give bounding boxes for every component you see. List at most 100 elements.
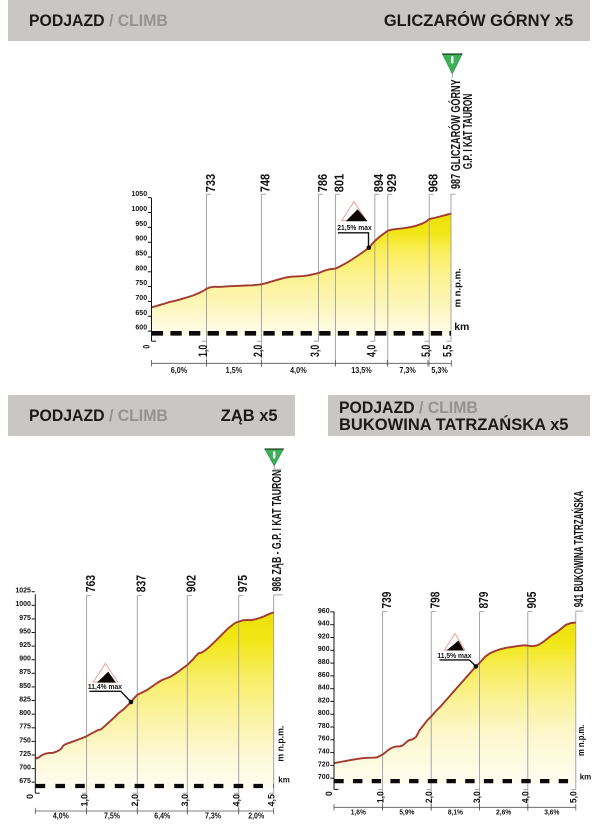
svg-text:1,0: 1,0 [79,794,89,807]
svg-text:975: 975 [19,615,31,622]
svg-text:8,1%: 8,1% [448,809,464,816]
svg-text:G.P. I KAT TAURON: G.P. I KAT TAURON [461,94,475,170]
svg-text:5,5: 5,5 [441,345,455,357]
svg-text:1,0: 1,0 [197,345,211,357]
svg-text:600: 600 [135,325,147,332]
svg-text:5,0: 5,0 [420,345,434,357]
svg-text:800: 800 [135,265,147,272]
svg-text:700: 700 [318,774,330,781]
svg-text:725: 725 [19,751,31,758]
svg-text:950: 950 [19,628,31,635]
svg-text:763: 763 [84,575,98,593]
svg-text:750: 750 [135,280,147,287]
svg-text:1050: 1050 [132,191,148,198]
svg-text:902: 902 [185,575,199,593]
svg-text:1,6%: 1,6% [351,809,367,816]
svg-text:900: 900 [135,236,147,243]
svg-text:4,0: 4,0 [231,794,241,807]
svg-text:4,0: 4,0 [520,791,531,803]
svg-text:4,0: 4,0 [365,345,379,357]
svg-text:5,9%: 5,9% [399,809,415,816]
svg-text:800: 800 [318,710,330,717]
svg-text:5,3%: 5,3% [431,366,448,375]
svg-text:4,5: 4,5 [266,794,276,807]
svg-text:740: 740 [318,749,330,756]
svg-text:700: 700 [19,765,31,772]
svg-text:760: 760 [318,736,330,743]
svg-text:905: 905 [525,591,539,608]
svg-text:m n.p.m.: m n.p.m. [575,725,586,756]
svg-text:860: 860 [318,672,330,679]
svg-text:3,0: 3,0 [472,791,483,803]
svg-text:700: 700 [135,295,147,302]
svg-text:820: 820 [318,697,330,704]
svg-text:2,6%: 2,6% [496,809,512,816]
svg-text:5,0: 5,0 [568,791,579,803]
svg-text:1,5%: 1,5% [226,366,243,375]
svg-text:km: km [580,773,592,782]
svg-text:3,0: 3,0 [309,345,323,357]
svg-text:733: 733 [203,174,218,193]
svg-text:800: 800 [19,710,31,717]
svg-text:2,0: 2,0 [423,791,434,803]
svg-text:2,0: 2,0 [252,345,266,357]
svg-text:987 GLICZARÓW GÓRNY: 987 GLICZARÓW GÓRNY [448,79,463,189]
svg-text:km: km [454,321,469,333]
svg-text:879: 879 [477,591,491,608]
svg-text:7,3%: 7,3% [205,811,221,820]
svg-text:m n.p.m.: m n.p.m. [452,268,463,307]
svg-text:900: 900 [318,646,330,653]
svg-text:750: 750 [19,737,31,744]
svg-text:975: 975 [236,575,250,593]
svg-text:7,3%: 7,3% [399,366,416,375]
svg-text:801: 801 [332,174,347,193]
svg-text:900: 900 [19,656,31,663]
svg-text:850: 850 [19,683,31,690]
svg-text:929: 929 [384,174,399,193]
svg-text:880: 880 [318,659,330,666]
svg-text:0: 0 [140,344,151,348]
svg-text:780: 780 [318,723,330,730]
svg-text:0: 0 [25,794,35,799]
svg-text:920: 920 [318,633,330,640]
svg-text:1000: 1000 [132,206,148,213]
svg-text:840: 840 [318,685,330,692]
svg-text:798: 798 [428,591,442,608]
svg-text:m n.p.m.: m n.p.m. [275,726,285,762]
svg-text:1,0: 1,0 [375,791,386,803]
svg-text:960: 960 [318,608,330,615]
svg-text:786: 786 [315,174,330,193]
svg-text:2,0: 2,0 [130,794,140,807]
svg-text:1000: 1000 [15,601,31,608]
svg-text:825: 825 [19,696,31,703]
svg-text:968: 968 [426,174,441,193]
svg-text:11,4% max: 11,4% max [88,683,122,691]
svg-text:21,5% max: 21,5% max [337,223,372,231]
svg-text:6,4%: 6,4% [154,811,170,820]
svg-text:km: km [278,775,290,784]
svg-text:3,0: 3,0 [180,794,190,807]
svg-text:941 BUKOWINA TATRZAŃSKA: 941 BUKOWINA TATRZAŃSKA [571,491,587,608]
svg-text:894: 894 [371,174,386,193]
svg-text:775: 775 [19,724,31,731]
svg-text:950: 950 [135,221,147,228]
svg-text:748: 748 [258,174,273,193]
svg-text:925: 925 [19,642,31,649]
svg-text:0: 0 [323,791,334,796]
svg-text:875: 875 [19,669,31,676]
svg-text:986 ZĄB - G.P. I KAT TAURON: 986 ZĄB - G.P. I KAT TAURON [270,470,284,592]
svg-text:7,5%: 7,5% [104,811,120,820]
svg-text:2,0%: 2,0% [248,811,264,820]
svg-text:6,0%: 6,0% [171,366,188,375]
svg-text:13,5%: 13,5% [351,366,372,375]
svg-text:837: 837 [135,575,149,593]
svg-text:720: 720 [318,761,330,768]
svg-text:850: 850 [135,251,147,258]
svg-text:739: 739 [380,591,394,608]
svg-text:1025: 1025 [15,588,31,595]
svg-text:940: 940 [318,621,330,628]
svg-text:650: 650 [135,310,147,317]
svg-text:4,0%: 4,0% [290,366,307,375]
svg-text:675: 675 [19,778,31,785]
svg-text:4,0%: 4,0% [53,811,69,820]
